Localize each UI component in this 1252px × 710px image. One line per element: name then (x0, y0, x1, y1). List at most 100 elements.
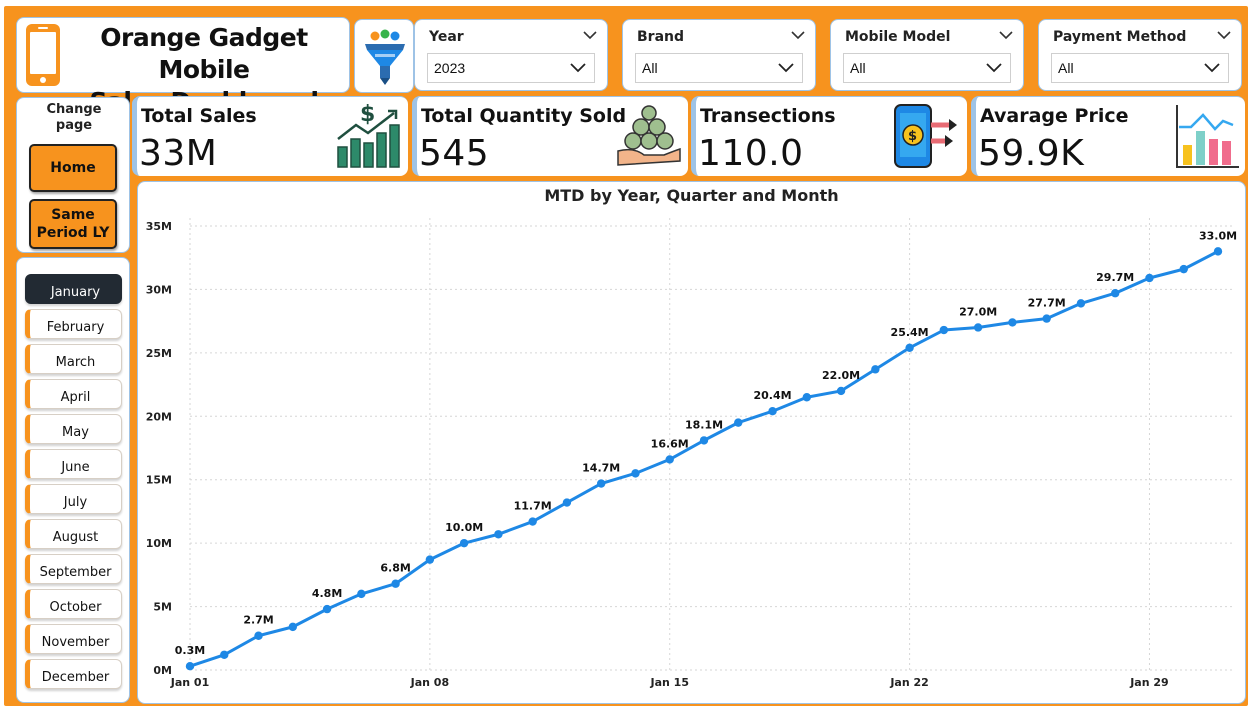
x-tick-label: Jan 15 (649, 676, 688, 689)
chevron-down-icon[interactable] (791, 30, 805, 40)
month-slicer: January February March April May June Ju… (16, 257, 130, 703)
data-point[interactable] (1076, 299, 1086, 308)
month-april[interactable]: April (25, 379, 122, 409)
bar-chart-icon (1176, 105, 1239, 168)
chart-title: MTD by Year, Quarter and Month (544, 186, 839, 205)
year-dropdown[interactable]: 2023 (427, 53, 595, 83)
same-period-ly-button[interactable]: Same Period LY (29, 199, 117, 249)
data-point[interactable] (597, 479, 606, 488)
data-point[interactable] (768, 407, 777, 416)
home-button[interactable]: Home (29, 144, 117, 192)
chevron-down-icon[interactable] (999, 30, 1013, 40)
month-october[interactable]: October (25, 589, 122, 619)
mobile-model-dropdown[interactable]: All (843, 53, 1011, 83)
data-label: 27.0M (959, 305, 997, 318)
data-point[interactable] (425, 555, 435, 564)
nav-title: Change page (46, 102, 102, 133)
data-point[interactable] (631, 469, 640, 478)
chevron-down-icon[interactable] (1217, 30, 1231, 40)
month-june[interactable]: June (25, 449, 122, 479)
data-label: 11.7M (514, 500, 552, 513)
data-point[interactable] (494, 530, 503, 539)
data-label: 2.7M (243, 614, 273, 627)
data-point[interactable] (1042, 314, 1051, 323)
payment-method-slicer[interactable]: Payment Method All (1038, 19, 1242, 91)
month-january[interactable]: January (25, 274, 122, 304)
data-point[interactable] (734, 418, 743, 427)
data-label: 22.0M (822, 369, 860, 382)
payment-method-dropdown[interactable]: All (1051, 53, 1229, 83)
year-slicer[interactable]: Year 2023 (414, 19, 608, 91)
chevron-down-icon (570, 63, 586, 73)
data-point[interactable] (939, 325, 949, 335)
y-tick-label: 35M (146, 220, 172, 233)
data-point[interactable] (836, 386, 846, 396)
month-may[interactable]: May (25, 414, 122, 444)
brand-slicer[interactable]: Brand All (622, 19, 816, 91)
month-december[interactable]: December (25, 659, 122, 689)
chart-canvas: 0M 5M 10M 15M 20M 25M 30M 35M Jan 01 Jan 08 Jan 15… (146, 218, 1237, 689)
data-point[interactable] (288, 622, 297, 632)
mtd-line-chart: MTD by Year, Quarter and Month 0M 5M 10M 15… (137, 181, 1246, 704)
data-point[interactable] (802, 393, 811, 402)
data-point[interactable] (665, 455, 674, 464)
x-tick-label: Jan 22 (889, 676, 928, 689)
slicer-label: Brand (637, 29, 685, 45)
data-point[interactable] (905, 343, 914, 352)
data-label: 6.8M (380, 562, 410, 575)
month-november[interactable]: November (25, 624, 122, 654)
month-february[interactable]: February (25, 309, 122, 339)
data-point[interactable] (322, 604, 332, 614)
y-tick-label: 30M (146, 283, 172, 296)
data-point[interactable] (1145, 273, 1154, 283)
money-bags-hand-icon (617, 105, 681, 166)
data-point[interactable] (1111, 289, 1120, 298)
mobile-model-slicer[interactable]: Mobile Model All (830, 19, 1024, 91)
y-tick-label: 15M (146, 474, 172, 487)
data-label: 0.3M (175, 644, 205, 657)
month-march[interactable]: March (25, 344, 122, 374)
month-september[interactable]: September (25, 554, 122, 584)
slicer-value: All (642, 60, 658, 76)
sales-growth-chart-icon: $ (337, 102, 400, 168)
data-point[interactable] (459, 538, 469, 548)
svg-text:$: $ (360, 102, 375, 127)
data-point[interactable] (1179, 264, 1188, 274)
kpi-title: Transections (700, 105, 836, 127)
title-line-1: Orange Gadget Mobile (100, 23, 308, 84)
data-point[interactable] (528, 517, 537, 526)
kpi-title: Total Quantity Sold (421, 105, 627, 127)
x-tick-label: Jan 01 (170, 676, 209, 689)
data-point[interactable] (562, 498, 572, 507)
slicer-label: Year (429, 29, 464, 45)
data-point[interactable] (185, 661, 195, 671)
data-point[interactable] (254, 631, 263, 640)
data-point[interactable] (357, 589, 366, 599)
svg-text:$: $ (908, 129, 917, 144)
mobile-payment-icon: $ (894, 104, 957, 168)
kpi-title: Avarage Price (980, 105, 1129, 127)
filter-pane-button[interactable] (354, 19, 414, 93)
data-label: 27.7M (1028, 297, 1066, 310)
data-point[interactable] (1008, 318, 1017, 327)
data-point[interactable] (699, 436, 709, 445)
brand-dropdown[interactable]: All (635, 53, 803, 83)
data-point[interactable] (1213, 247, 1223, 256)
x-tick-label: Jan 08 (410, 676, 449, 689)
chevron-down-icon[interactable] (583, 30, 597, 40)
data-label: 25.4M (891, 326, 929, 339)
month-august[interactable]: August (25, 519, 122, 549)
month-july[interactable]: July (25, 484, 122, 514)
data-point[interactable] (391, 579, 400, 588)
kpi-total-sales: Total Sales 33M $ (132, 96, 408, 176)
data-point[interactable] (973, 323, 983, 332)
slicer-value: All (1058, 60, 1074, 76)
kpi-value: 110.0 (698, 133, 804, 174)
y-tick-label: 10M (146, 537, 172, 550)
series-line (189, 250, 1219, 668)
data-label: 10.0M (445, 521, 483, 534)
data-point[interactable] (220, 650, 229, 659)
kpi-value: 33M (139, 133, 218, 174)
data-point[interactable] (871, 365, 880, 374)
data-label: 16.6M (651, 437, 689, 450)
